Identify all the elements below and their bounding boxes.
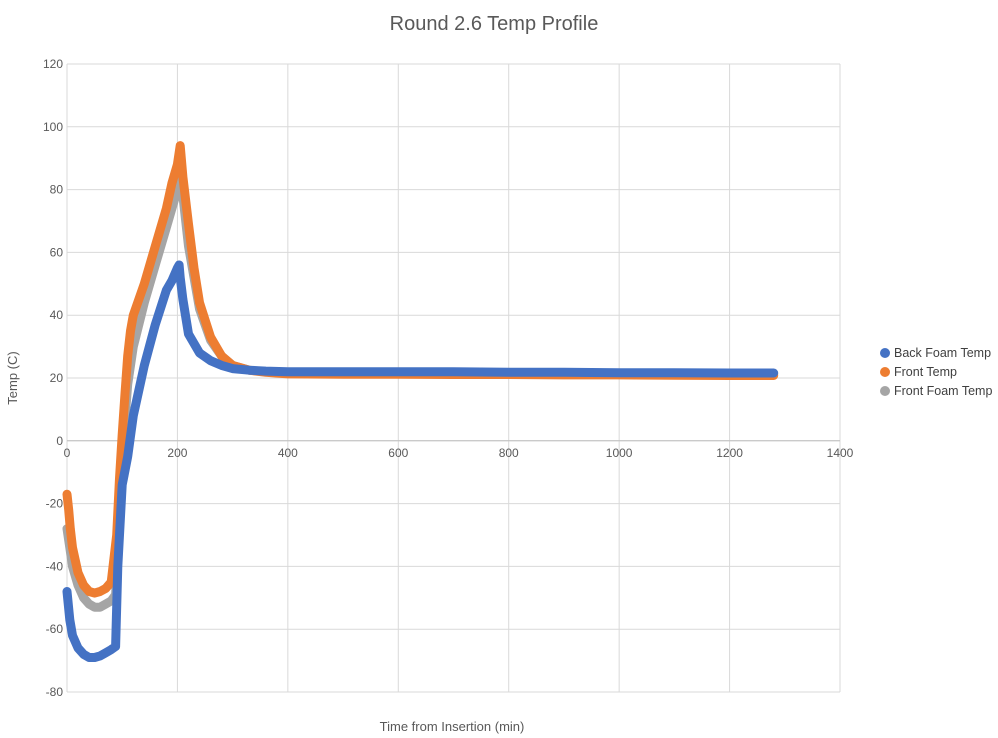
legend: Back Foam Temp Front Temp Front Foam Temp [880, 346, 992, 398]
y-tick-label: 0 [56, 434, 63, 448]
y-tick-label: 20 [50, 371, 64, 385]
y-tick-label: 60 [50, 245, 64, 259]
y-tick-label: -40 [46, 559, 64, 573]
y-tick-labels: -80 -60 -40 -20 0 20 40 60 80 100 120 [43, 57, 63, 699]
chart-title: Round 2.6 Temp Profile [390, 13, 599, 35]
x-tick-label: 0 [64, 446, 71, 460]
x-tick-labels: 0 200 400 600 800 1000 1200 1400 [64, 446, 854, 460]
series-front-foam-temp-line [62, 160, 779, 612]
legend-entry: Back Foam Temp [894, 346, 991, 360]
x-tick-label: 600 [388, 446, 408, 460]
legend-marker [880, 348, 890, 358]
plot-series [62, 141, 779, 662]
y-tick-label: 40 [50, 308, 64, 322]
x-tick-label: 200 [167, 446, 187, 460]
legend-entry: Front Temp [894, 365, 957, 379]
legend-entry: Front Foam Temp [894, 384, 992, 398]
y-tick-label: 80 [50, 183, 64, 197]
y-tick-label: -80 [46, 685, 64, 699]
y-tick-label: -60 [46, 622, 64, 636]
y-tick-label: 100 [43, 120, 63, 134]
y-axis-label: Temp (C) [5, 351, 20, 404]
x-tick-label: 800 [499, 446, 519, 460]
x-tick-label: 1200 [716, 446, 743, 460]
x-tick-label: 400 [278, 446, 298, 460]
y-tick-label: -20 [46, 497, 64, 511]
x-axis-label: Time from Insertion (min) [380, 719, 525, 734]
x-tick-label: 1400 [827, 446, 854, 460]
legend-marker [880, 386, 890, 396]
y-tick-label: 120 [43, 57, 63, 71]
series-back-foam-temp-line [62, 260, 779, 662]
x-tick-label: 1000 [606, 446, 633, 460]
legend-marker [880, 367, 890, 377]
